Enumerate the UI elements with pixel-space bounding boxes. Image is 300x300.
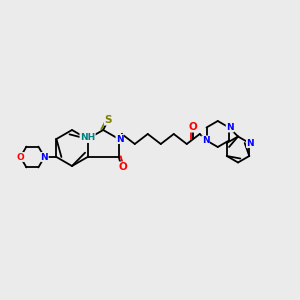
Text: O: O [16, 152, 24, 161]
Text: N: N [202, 136, 209, 145]
Text: N: N [247, 139, 254, 148]
Text: N: N [116, 134, 124, 143]
Text: N: N [226, 123, 234, 132]
Text: N: N [40, 152, 48, 161]
Text: NH: NH [80, 134, 95, 142]
Text: O: O [189, 122, 198, 132]
Text: O: O [118, 162, 127, 172]
Text: S: S [104, 115, 112, 125]
